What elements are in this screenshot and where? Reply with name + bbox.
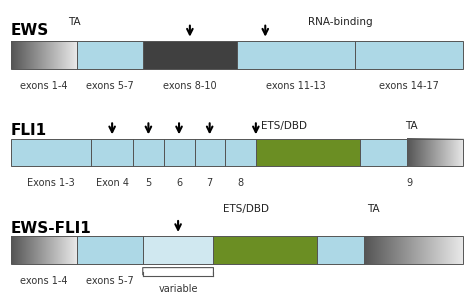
Text: TA: TA	[367, 204, 380, 213]
Text: EWS-FLI1: EWS-FLI1	[11, 221, 91, 236]
Text: RNA-binding: RNA-binding	[309, 17, 373, 27]
Text: 5: 5	[146, 178, 152, 188]
Text: exons 1-4: exons 1-4	[20, 276, 68, 286]
FancyBboxPatch shape	[11, 139, 91, 166]
Text: variable: variable	[158, 284, 198, 294]
Text: exons 5-7: exons 5-7	[86, 81, 134, 91]
FancyBboxPatch shape	[77, 41, 143, 69]
Text: ETS/DBD: ETS/DBD	[223, 204, 269, 213]
FancyBboxPatch shape	[164, 139, 195, 166]
Text: exons 8-10: exons 8-10	[163, 81, 217, 91]
Text: EWS: EWS	[11, 23, 49, 38]
Text: FLI1: FLI1	[11, 124, 47, 139]
FancyBboxPatch shape	[317, 237, 364, 264]
FancyBboxPatch shape	[133, 139, 164, 166]
Text: 8: 8	[237, 178, 243, 188]
Text: TA: TA	[68, 17, 81, 27]
FancyBboxPatch shape	[225, 139, 256, 166]
Text: exons 14-17: exons 14-17	[379, 81, 439, 91]
Text: ETS/DBD: ETS/DBD	[261, 121, 307, 131]
FancyBboxPatch shape	[355, 41, 463, 69]
Text: 6: 6	[176, 178, 182, 188]
Text: exons 11-13: exons 11-13	[266, 81, 326, 91]
FancyBboxPatch shape	[91, 139, 133, 166]
Text: 7: 7	[207, 178, 213, 188]
FancyBboxPatch shape	[213, 237, 317, 264]
Text: exons 5-7: exons 5-7	[86, 276, 134, 286]
Text: Exon 4: Exon 4	[96, 178, 128, 188]
Text: TA: TA	[405, 121, 418, 131]
Text: Exons 1-3: Exons 1-3	[27, 178, 75, 188]
FancyBboxPatch shape	[77, 237, 143, 264]
FancyBboxPatch shape	[359, 139, 407, 166]
FancyBboxPatch shape	[256, 139, 359, 166]
Text: 9: 9	[406, 178, 412, 188]
Text: exons 1-4: exons 1-4	[20, 81, 68, 91]
FancyBboxPatch shape	[143, 41, 237, 69]
FancyBboxPatch shape	[237, 41, 355, 69]
FancyBboxPatch shape	[143, 237, 213, 264]
FancyBboxPatch shape	[195, 139, 225, 166]
